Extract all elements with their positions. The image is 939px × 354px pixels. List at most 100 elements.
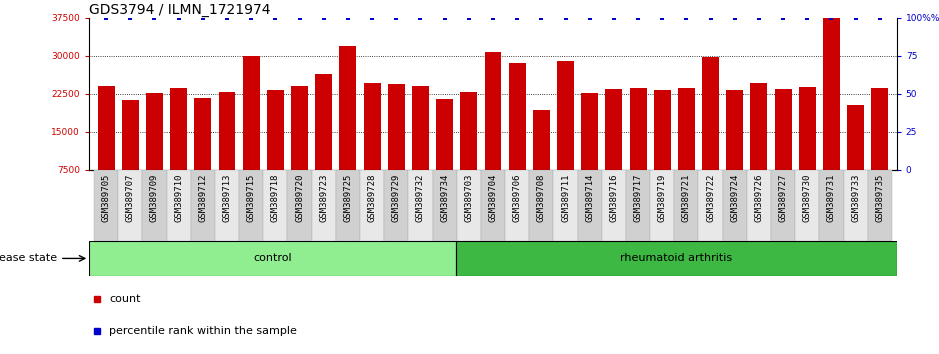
Text: disease state: disease state [0, 253, 57, 263]
Text: GSM389712: GSM389712 [198, 173, 208, 222]
Text: GSM389726: GSM389726 [754, 173, 763, 222]
Text: GSM389725: GSM389725 [344, 173, 352, 222]
Text: GSM389722: GSM389722 [706, 173, 716, 222]
Bar [726, 90, 743, 170]
Bar [485, 52, 501, 170]
Bar [339, 46, 357, 170]
Bar [629, 88, 647, 170]
Text: GSM389714: GSM389714 [585, 173, 594, 222]
Bar [771, 170, 795, 241]
Bar [820, 170, 843, 241]
Text: GSM389724: GSM389724 [731, 173, 739, 222]
Text: GSM389727: GSM389727 [778, 173, 788, 222]
Text: GSM389723: GSM389723 [319, 173, 329, 222]
Bar [530, 170, 553, 241]
Bar [433, 170, 456, 241]
Bar [312, 170, 336, 241]
Text: GDS3794 / ILMN_1721974: GDS3794 / ILMN_1721974 [89, 3, 270, 17]
Bar [843, 170, 868, 241]
Bar [750, 82, 767, 170]
Text: GSM389707: GSM389707 [126, 173, 135, 222]
Bar [360, 170, 384, 241]
Bar [799, 87, 816, 170]
Bar [456, 170, 481, 241]
Bar [194, 98, 211, 170]
Bar [122, 100, 139, 170]
Bar [166, 170, 191, 241]
Bar [577, 170, 602, 241]
Text: GSM389721: GSM389721 [682, 173, 691, 222]
Bar [795, 170, 820, 241]
Bar [532, 110, 550, 170]
Bar [98, 86, 115, 170]
Text: GSM389718: GSM389718 [270, 173, 280, 222]
Bar [412, 86, 429, 170]
Bar [170, 88, 187, 170]
Bar [456, 241, 897, 276]
Bar [626, 170, 650, 241]
Bar [868, 170, 892, 241]
Text: GSM389711: GSM389711 [561, 173, 570, 222]
Text: GSM389733: GSM389733 [851, 173, 860, 222]
Bar [239, 170, 263, 241]
Text: GSM389709: GSM389709 [150, 173, 159, 222]
Bar [267, 90, 284, 170]
Bar [505, 170, 530, 241]
Bar [263, 170, 287, 241]
Text: GSM389728: GSM389728 [367, 173, 377, 222]
Text: control: control [254, 253, 292, 263]
Text: count: count [110, 295, 141, 304]
Bar [823, 15, 839, 170]
Text: GSM389729: GSM389729 [392, 173, 401, 222]
Bar [384, 170, 408, 241]
Text: GSM389735: GSM389735 [875, 173, 885, 222]
Text: GSM389706: GSM389706 [513, 173, 522, 222]
Bar [363, 83, 380, 170]
Bar [775, 89, 792, 170]
Bar [287, 170, 312, 241]
Text: GSM389720: GSM389720 [295, 173, 304, 222]
Bar [702, 57, 719, 170]
Bar [408, 170, 433, 241]
Bar [871, 88, 888, 170]
Bar [436, 99, 454, 170]
Bar [94, 170, 118, 241]
Bar [699, 170, 723, 241]
Text: percentile rank within the sample: percentile rank within the sample [110, 326, 298, 336]
Bar [191, 170, 215, 241]
Bar [460, 92, 477, 170]
Bar [678, 88, 695, 170]
Bar [674, 170, 699, 241]
Bar [581, 93, 598, 170]
Bar [89, 241, 456, 276]
Bar [336, 170, 360, 241]
Text: GSM389732: GSM389732 [416, 173, 425, 222]
Bar [481, 170, 505, 241]
Text: GSM389703: GSM389703 [464, 173, 473, 222]
Bar [118, 170, 143, 241]
Bar [243, 56, 260, 170]
Bar [215, 170, 239, 241]
Text: GSM389716: GSM389716 [609, 173, 619, 222]
Text: GSM389734: GSM389734 [440, 173, 449, 222]
Text: GSM389731: GSM389731 [827, 173, 836, 222]
Text: GSM389730: GSM389730 [803, 173, 812, 222]
Text: GSM389704: GSM389704 [488, 173, 498, 222]
Bar [291, 86, 308, 170]
Bar [654, 90, 670, 170]
Text: GSM389705: GSM389705 [101, 173, 111, 222]
Bar [847, 105, 864, 170]
Bar [606, 89, 623, 170]
Bar [723, 170, 747, 241]
Bar [146, 93, 163, 170]
Text: GSM389710: GSM389710 [174, 173, 183, 222]
Text: GSM389719: GSM389719 [657, 173, 667, 222]
Bar [509, 63, 526, 170]
Bar [650, 170, 674, 241]
Bar [219, 92, 236, 170]
Text: GSM389717: GSM389717 [634, 173, 642, 222]
Text: GSM389708: GSM389708 [537, 173, 546, 222]
Bar [553, 170, 577, 241]
Bar [602, 170, 626, 241]
Bar [316, 74, 332, 170]
